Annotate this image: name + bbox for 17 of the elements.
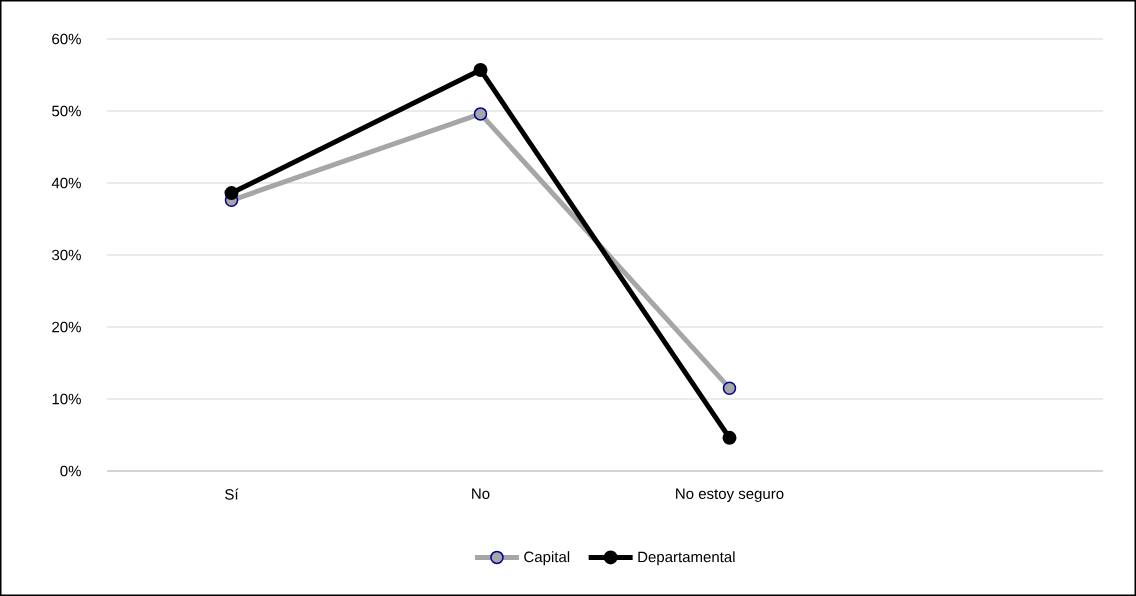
point [473, 62, 488, 77]
point [722, 381, 737, 395]
x-tick-label: No estoy seguro [676, 488, 784, 502]
y-tick-label: 50% [52, 105, 81, 117]
legend-label: Capital [524, 551, 570, 566]
point [473, 107, 488, 121]
y-tick-label: 60% [52, 33, 81, 45]
y-tick-label: 30% [52, 249, 81, 261]
legend-label: Departamental [638, 551, 735, 566]
point [224, 186, 239, 201]
x-tick-label: No [472, 488, 490, 499]
x-tick-label: Sí [225, 488, 239, 500]
point [722, 430, 737, 445]
y-tick-label: 20% [52, 321, 81, 333]
y-tick-label: 10% [52, 393, 81, 405]
y-tick-label: 40% [51, 177, 81, 189]
y-tick-label: 0% [60, 465, 81, 477]
